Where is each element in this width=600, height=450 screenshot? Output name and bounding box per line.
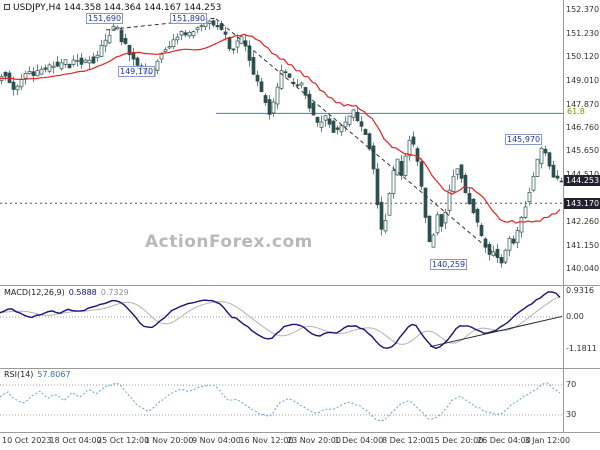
watermark: ActionForex.com — [145, 232, 313, 252]
time-axis-label: 9 Nov 04:00 — [192, 436, 241, 445]
time-axis-label: 15 Dec 20:00 — [429, 436, 484, 445]
symbol-header: USDJPY,H4 144.358 144.364 144.167 144.25… — [4, 3, 221, 13]
macd-main-line — [0, 291, 561, 350]
macd-axis-label: 0.00 — [566, 312, 584, 321]
rsi-axis-label: 30 — [566, 410, 577, 419]
price-axis-label: 149.010 — [566, 75, 600, 85]
moving-average-line — [0, 33, 561, 224]
price-axis-label: 141.150 — [566, 240, 600, 250]
rsi-line — [0, 382, 561, 422]
macd-value-signal: 0.7329 — [100, 288, 129, 297]
rsi-header: RSI(14) 57.8067 — [4, 370, 71, 379]
rsi-axis-label: 70 — [566, 380, 577, 389]
time-axis-label: 8 Dec 12:00 — [382, 436, 431, 445]
price-axis-label: 142.260 — [566, 217, 600, 227]
time-axis-label: 16 Nov 12:00 — [239, 436, 294, 445]
macd-signal-line — [0, 295, 561, 345]
price-object-label[interactable]: 140,259 — [430, 259, 468, 270]
macd-header: MACD(12,26,9) 0.5888 0.7329 — [4, 288, 129, 297]
fib-level-label: 61.8 — [567, 107, 585, 116]
symbol-ohlc: 144.358 144.364 144.167 144.253 — [63, 3, 222, 13]
price-object-label[interactable]: 151,890 — [170, 13, 208, 24]
time-axis-label: 3 Jan 12:00 — [524, 436, 571, 445]
price-axis-label: 152.370 — [566, 5, 600, 14]
price-object-label[interactable]: 145,970 — [505, 134, 543, 145]
price-axis-label: 150.120 — [566, 52, 600, 62]
trendline[interactable] — [215, 18, 507, 264]
macd-label: MACD(12,26,9) — [4, 288, 65, 297]
macd-axis-label: -1.1811 — [566, 344, 597, 354]
price-axis-label: 145.650 — [566, 146, 600, 156]
chart-symbol-icon — [4, 4, 10, 10]
time-axis-label: 10 Oct 2023 — [2, 436, 52, 445]
price-axis-label: 146.760 — [566, 122, 600, 132]
time-axis-label: 26 Dec 04:00 — [477, 436, 531, 445]
macd-value-main: 0.5888 — [68, 288, 97, 297]
time-axis-label: 1 Dec 04:00 — [334, 436, 384, 445]
time-axis-label: 1 Nov 20:00 — [144, 436, 194, 445]
candles — [0, 19, 564, 268]
time-axis-label: 25 Oct 12:00 — [97, 436, 150, 445]
price-axis-label: 151.230 — [566, 28, 600, 38]
rsi-value: 57.8067 — [37, 370, 71, 379]
price-object-label[interactable]: 149,170 — [118, 66, 156, 77]
symbol-name: USDJPY,H4 — [13, 3, 61, 13]
price-axis-label: 147.870 — [566, 99, 600, 109]
current-price-tag: 144.253 — [564, 175, 600, 186]
macd-axis-label: 0.9316 — [566, 286, 594, 296]
macd-trendline[interactable] — [429, 315, 563, 348]
rsi-label: RSI(14) — [4, 370, 34, 379]
price-axis-label: 144.510 — [566, 170, 600, 180]
price-object-label[interactable]: 151,690 — [86, 13, 124, 24]
time-axis-label: 23 Nov 20:00 — [287, 436, 341, 445]
price-axis-label: 140.040 — [566, 263, 600, 273]
time-axis-label: 18 Oct 04:00 — [49, 436, 102, 445]
marked-level-tag: 143.170 — [564, 198, 600, 209]
